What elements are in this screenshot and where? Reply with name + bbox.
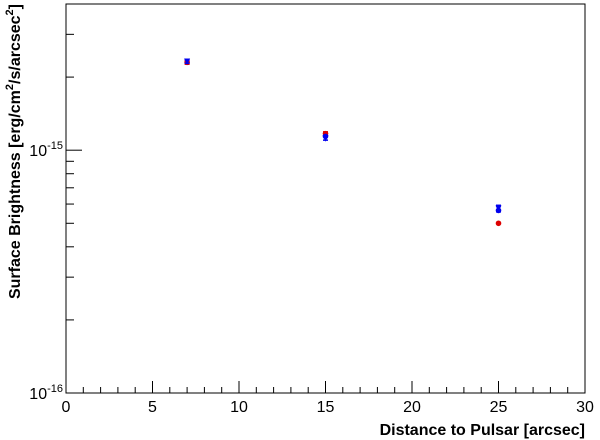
data-point-star [184, 58, 191, 65]
y-axis-title: Surface Brightness [erg/cm2/s/arcsec2] [4, 4, 24, 299]
x-tick-label: 10 [230, 399, 248, 416]
data-point-circle [495, 220, 502, 227]
x-axis-title: Distance to Pulsar [arcsec] [380, 422, 585, 439]
axis-ticks [65, 3, 586, 394]
y-tick-label: 10-15 [29, 140, 63, 160]
data-points [184, 58, 502, 227]
data-point-circle [322, 133, 329, 140]
x-tick-label: 5 [148, 399, 157, 416]
plot-frame [65, 3, 586, 394]
x-tick-label: 20 [403, 399, 421, 416]
y-tick-label: 10-16 [29, 383, 63, 403]
x-tick-label: 30 [576, 399, 594, 416]
x-tick-label: 15 [317, 399, 335, 416]
x-tick-label: 25 [490, 399, 508, 416]
x-tick-label: 0 [62, 399, 71, 416]
x-tick-labels: 0 5 10 15 20 25 30 [62, 399, 594, 416]
data-point-circle [495, 207, 502, 214]
y-tick-labels: 10-16 10-15 [29, 140, 63, 403]
